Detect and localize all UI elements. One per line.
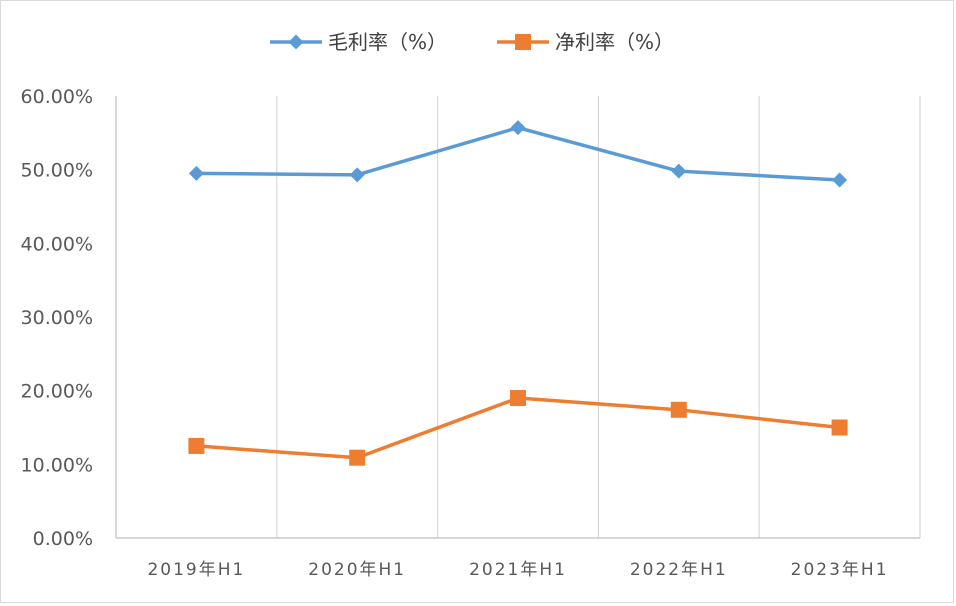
- legend-marker: [288, 34, 304, 50]
- series-gross-margin: [188, 120, 848, 188]
- x-tick-label: 2020年H1: [308, 560, 406, 580]
- y-axis-tick-labels: 0.00% 10.00% 20.00% 30.00% 40.00% 50.00% 60.00…: [21, 86, 93, 550]
- series-layer: [188, 120, 848, 466]
- legend-label: 净利率（%）: [555, 30, 674, 54]
- y-tick-label: 20.00%: [21, 381, 93, 403]
- data-point-marker: [349, 167, 365, 183]
- gridlines: [276, 96, 921, 538]
- data-point-marker: [188, 165, 204, 181]
- data-point-marker: [670, 401, 687, 418]
- x-tick-label: 2023年H1: [791, 560, 889, 580]
- legend-item: 毛利率（%）: [270, 30, 447, 54]
- legend-label: 毛利率（%）: [328, 30, 447, 54]
- data-point-marker: [671, 163, 687, 179]
- series-line: [194, 125, 842, 182]
- legend-marker: [515, 34, 531, 50]
- data-point-marker: [831, 419, 848, 436]
- y-tick-label: 30.00%: [21, 307, 93, 329]
- x-axis-tick-labels: 2019年H1 2020年H1 2021年H1 2022年H1 2023年H1: [147, 560, 889, 580]
- legend: 毛利率（%） 净利率（%）: [270, 30, 674, 54]
- x-tick-label: 2022年H1: [630, 560, 728, 580]
- y-tick-label: 10.00%: [21, 454, 93, 476]
- data-point-marker: [832, 172, 848, 188]
- data-point-marker: [349, 449, 366, 466]
- y-tick-label: 40.00%: [21, 233, 93, 255]
- legend-item: 净利率（%）: [497, 30, 674, 54]
- y-tick-label: 60.00%: [21, 86, 93, 108]
- x-tick-label: 2021年H1: [469, 560, 567, 580]
- data-point-marker: [510, 390, 526, 407]
- axes: [115, 96, 920, 539]
- series-line: [194, 396, 842, 460]
- series-net-margin: [188, 390, 848, 466]
- data-point-marker: [188, 437, 205, 454]
- data-point-marker: [510, 120, 526, 136]
- y-tick-label: 50.00%: [21, 160, 93, 182]
- x-tick-label: 2019年H1: [147, 560, 245, 580]
- y-tick-label: 0.00%: [33, 528, 93, 550]
